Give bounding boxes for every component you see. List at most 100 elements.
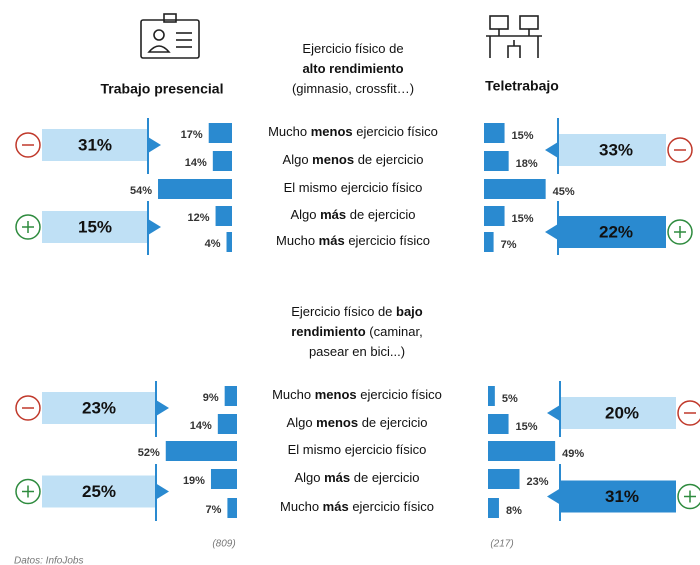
bar — [488, 498, 499, 518]
panel-title: rendimiento (caminar, — [291, 324, 422, 339]
text-part: Algo — [290, 207, 320, 222]
bracket-pointer — [148, 219, 161, 235]
source: Datos: InfoJobs — [14, 556, 83, 565]
text-part: menos — [315, 387, 357, 402]
value-label: 5% — [502, 393, 518, 405]
summary-label: 25% — [82, 482, 116, 501]
text-part: rendimiento — [291, 324, 365, 339]
text-part: de ejercicio — [346, 207, 415, 222]
bar — [227, 498, 237, 518]
summary-label: 33% — [599, 140, 633, 159]
summary-label: 15% — [78, 217, 112, 236]
sample-size: (217) — [490, 539, 513, 550]
desks-icon — [486, 15, 542, 58]
bar — [208, 123, 232, 143]
value-label: 9% — [203, 392, 219, 404]
column-header: Trabajo presencial — [101, 81, 224, 97]
text-part: de ejercicio — [354, 152, 423, 167]
bar — [488, 386, 495, 406]
text-part: Mucho — [276, 233, 319, 248]
value-label: 12% — [188, 212, 210, 224]
column-header: Teletrabajo — [485, 78, 559, 94]
bar — [224, 386, 237, 406]
summary-box — [42, 475, 156, 508]
bar — [217, 414, 237, 434]
category-label: Mucho más ejercicio físico — [280, 499, 434, 514]
bar — [158, 179, 232, 199]
value-label: 49% — [562, 448, 584, 460]
value-label: 7% — [206, 504, 222, 516]
text-part: ejercicio físico — [353, 124, 438, 139]
bar — [484, 123, 505, 143]
category-label: Algo menos de ejercicio — [287, 415, 428, 430]
text-part: más — [324, 470, 350, 485]
text-part: Algo — [283, 152, 313, 167]
value-label: 15% — [516, 421, 538, 433]
text-part: (caminar, — [366, 324, 423, 339]
value-label: 19% — [183, 475, 205, 487]
category-label: Mucho más ejercicio físico — [276, 233, 430, 248]
bar — [484, 206, 505, 226]
bracket-pointer — [547, 488, 560, 505]
category-label: Mucho menos ejercicio físico — [272, 387, 442, 402]
bar — [484, 179, 546, 199]
panel-title: Ejercicio físico de bajo — [291, 304, 423, 319]
bar — [212, 151, 232, 171]
summary-label: 31% — [78, 135, 112, 154]
summary-box — [560, 480, 676, 513]
bar — [484, 151, 509, 171]
panel-title: (gimnasio, crossfit…) — [292, 81, 414, 96]
text-part: pasear en bici...) — [309, 344, 405, 359]
text-part: ejercicio físico — [357, 387, 442, 402]
value-label: 23% — [527, 476, 549, 488]
text-part: menos — [316, 415, 358, 430]
bar — [210, 469, 237, 489]
summary-label: 20% — [605, 403, 639, 422]
bracket-pointer — [547, 405, 560, 421]
text-part: Algo — [287, 415, 317, 430]
bar — [488, 414, 509, 434]
value-label: 54% — [130, 185, 152, 197]
bar — [215, 206, 232, 226]
summary-label: 22% — [599, 222, 633, 241]
summary-box — [42, 211, 148, 243]
text-part: más — [320, 207, 346, 222]
badge-icon — [140, 13, 200, 59]
bracket-pointer — [545, 142, 558, 158]
bracket-pointer — [545, 224, 558, 240]
value-label: 17% — [181, 129, 203, 141]
summary-box — [558, 216, 666, 248]
value-label: 14% — [185, 157, 207, 169]
category-label: Algo menos de ejercicio — [283, 152, 424, 167]
category-label: El mismo ejercicio físico — [284, 180, 423, 195]
text-part: ejercicio físico — [349, 499, 434, 514]
value-label: 4% — [205, 238, 221, 250]
text-part: El mismo ejercicio físico — [288, 442, 427, 457]
text-part: (gimnasio, crossfit…) — [292, 81, 414, 96]
category-label: El mismo ejercicio físico — [288, 442, 427, 457]
summary-label: 23% — [82, 398, 116, 417]
value-label: 7% — [501, 239, 517, 251]
value-label: 14% — [190, 420, 212, 432]
text-part: más — [323, 499, 349, 514]
panel-title: alto rendimiento — [302, 61, 403, 76]
bracket-pointer — [156, 400, 169, 416]
text-part: de ejercicio — [358, 415, 427, 430]
text-part: alto rendimiento — [302, 61, 403, 76]
panel-title: pasear en bici...) — [309, 344, 405, 359]
panel-title: Ejercicio físico de — [302, 41, 403, 56]
bar — [226, 232, 232, 252]
summary-label: 31% — [605, 487, 639, 506]
value-label: 15% — [512, 213, 534, 225]
bracket-pointer — [148, 137, 161, 153]
value-label: 8% — [506, 505, 522, 517]
text-part: menos — [311, 124, 353, 139]
text-part: bajo — [396, 304, 423, 319]
value-label: 18% — [516, 158, 538, 170]
bracket-pointer — [156, 483, 169, 500]
value-label: 45% — [553, 186, 575, 198]
summary-box — [560, 397, 676, 429]
bar — [488, 469, 520, 489]
summary-box — [42, 392, 156, 424]
